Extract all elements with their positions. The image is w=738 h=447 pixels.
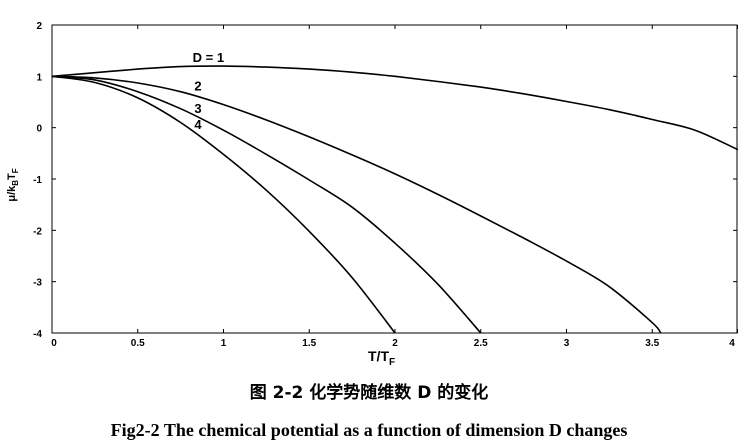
series-label-4: 4 (194, 117, 202, 132)
x-tick-label: 0.5 (131, 338, 145, 349)
y-tick-label: -3 (33, 278, 42, 289)
plot-border (51, 24, 738, 334)
series-label-2: 2 (194, 79, 201, 94)
chinese-caption: 图 2-2 化学势随维数 D 的变化 (249, 383, 489, 403)
x-axis-title: T/TF (368, 348, 395, 368)
series-curve-3 (51, 75, 482, 334)
y-tick-label: 2 (36, 21, 42, 32)
y-axis-title: μ/kBTF (6, 168, 20, 201)
english-caption: Fig2-2 The chemical potential as a funct… (110, 420, 628, 440)
x-tick-label: 1 (221, 338, 227, 349)
plot-frame (51, 24, 738, 334)
x-tick-label: 2.5 (474, 338, 488, 349)
y-tick-label: 1 (36, 72, 42, 83)
series-labels: D = 1 2 34 (193, 50, 224, 132)
x-tick-label: 2 (392, 338, 398, 349)
y-tick-label: 0 (36, 124, 42, 135)
series-label-3: 3 (194, 101, 201, 116)
x-tick-label: 1.5 (302, 338, 316, 349)
x-tick-label: 4 (729, 338, 735, 349)
x-tick-label: 3.5 (645, 338, 659, 349)
x-tick-label: 3 (564, 338, 570, 349)
y-tick-label: -2 (33, 226, 42, 237)
y-tick-label: -1 (33, 175, 42, 186)
series-curve-2 (51, 75, 662, 334)
series-curve-1 (51, 65, 738, 151)
series-curve-4 (51, 75, 396, 334)
x-axis: 0 0.5 1 1.5 2 2.5 3 3.5 4 (51, 25, 738, 349)
y-tick-label: -4 (33, 329, 42, 340)
x-tick-label: 0 (51, 338, 57, 349)
series-curves (51, 65, 738, 334)
series-label-1: D = 1 (193, 50, 224, 65)
